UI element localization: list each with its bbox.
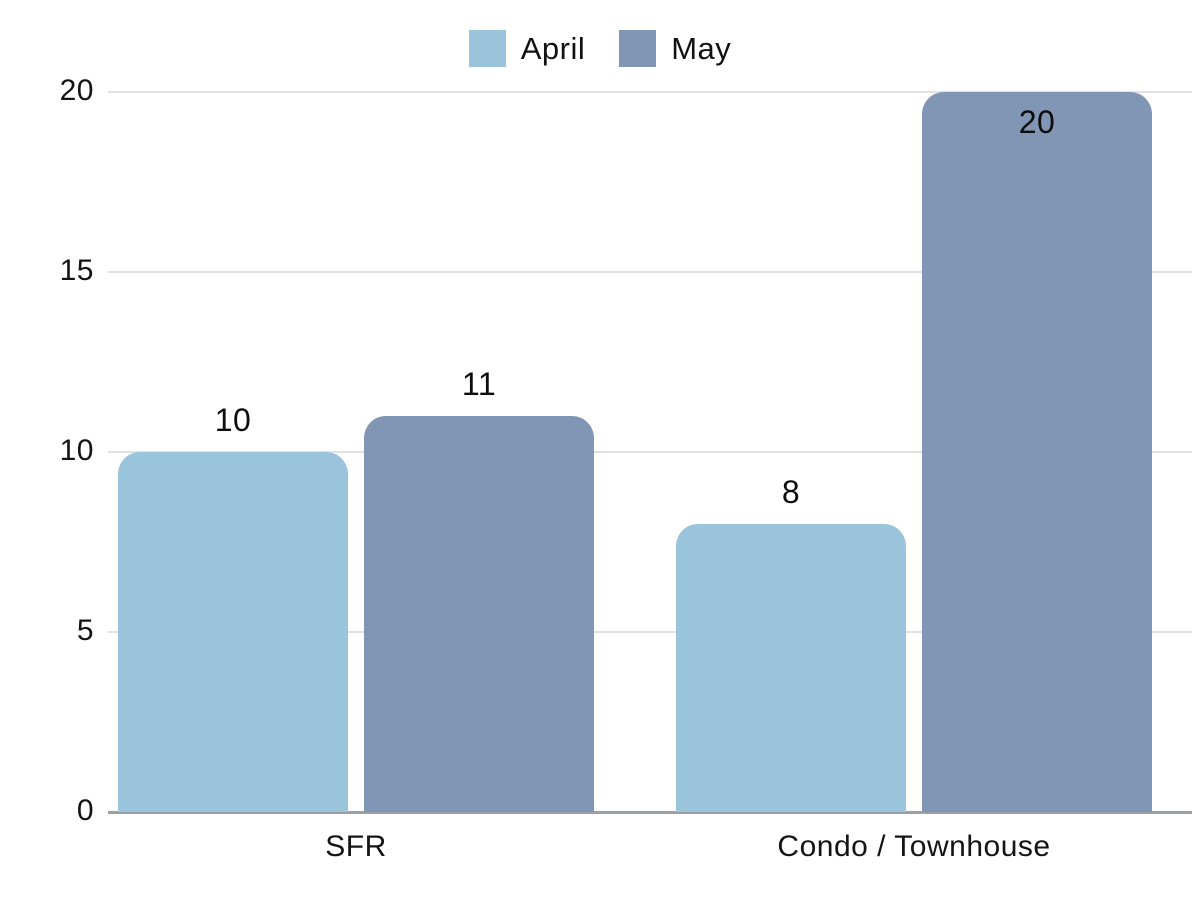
gridline-y10	[108, 451, 1192, 453]
bar-may-1	[922, 92, 1152, 812]
bar-april-1	[676, 524, 906, 812]
legend: April May	[0, 30, 1200, 67]
y-tick-label-20: 20	[59, 74, 94, 107]
x-axis-line	[108, 811, 1192, 814]
legend-label-april: April	[520, 30, 586, 66]
y-tick-label-10: 10	[59, 434, 94, 467]
y-tick-label-0: 0	[76, 794, 94, 827]
legend-swatch-april	[468, 30, 506, 67]
legend-item-april: April	[468, 30, 586, 67]
x-category-label-0: SFR	[325, 830, 387, 863]
x-category-label-1: Condo / Townhouse	[777, 830, 1051, 863]
bar-value-label: 11	[461, 366, 497, 402]
bar-april-0	[118, 452, 348, 812]
gridline-y5	[108, 631, 1192, 633]
bar-value-label: 10	[214, 402, 252, 438]
gridline-y15	[108, 271, 1192, 273]
bar-value-label: 8	[781, 474, 801, 510]
legend-label-may: May	[671, 30, 732, 66]
gridline-y20	[108, 91, 1192, 93]
bar-value-label: 20	[1018, 104, 1056, 140]
legend-item-may: May	[619, 30, 731, 67]
y-tick-label-5: 5	[76, 614, 94, 647]
y-tick-label-15: 15	[59, 254, 94, 287]
legend-swatch-may	[619, 30, 657, 67]
bar-may-0	[364, 416, 594, 812]
